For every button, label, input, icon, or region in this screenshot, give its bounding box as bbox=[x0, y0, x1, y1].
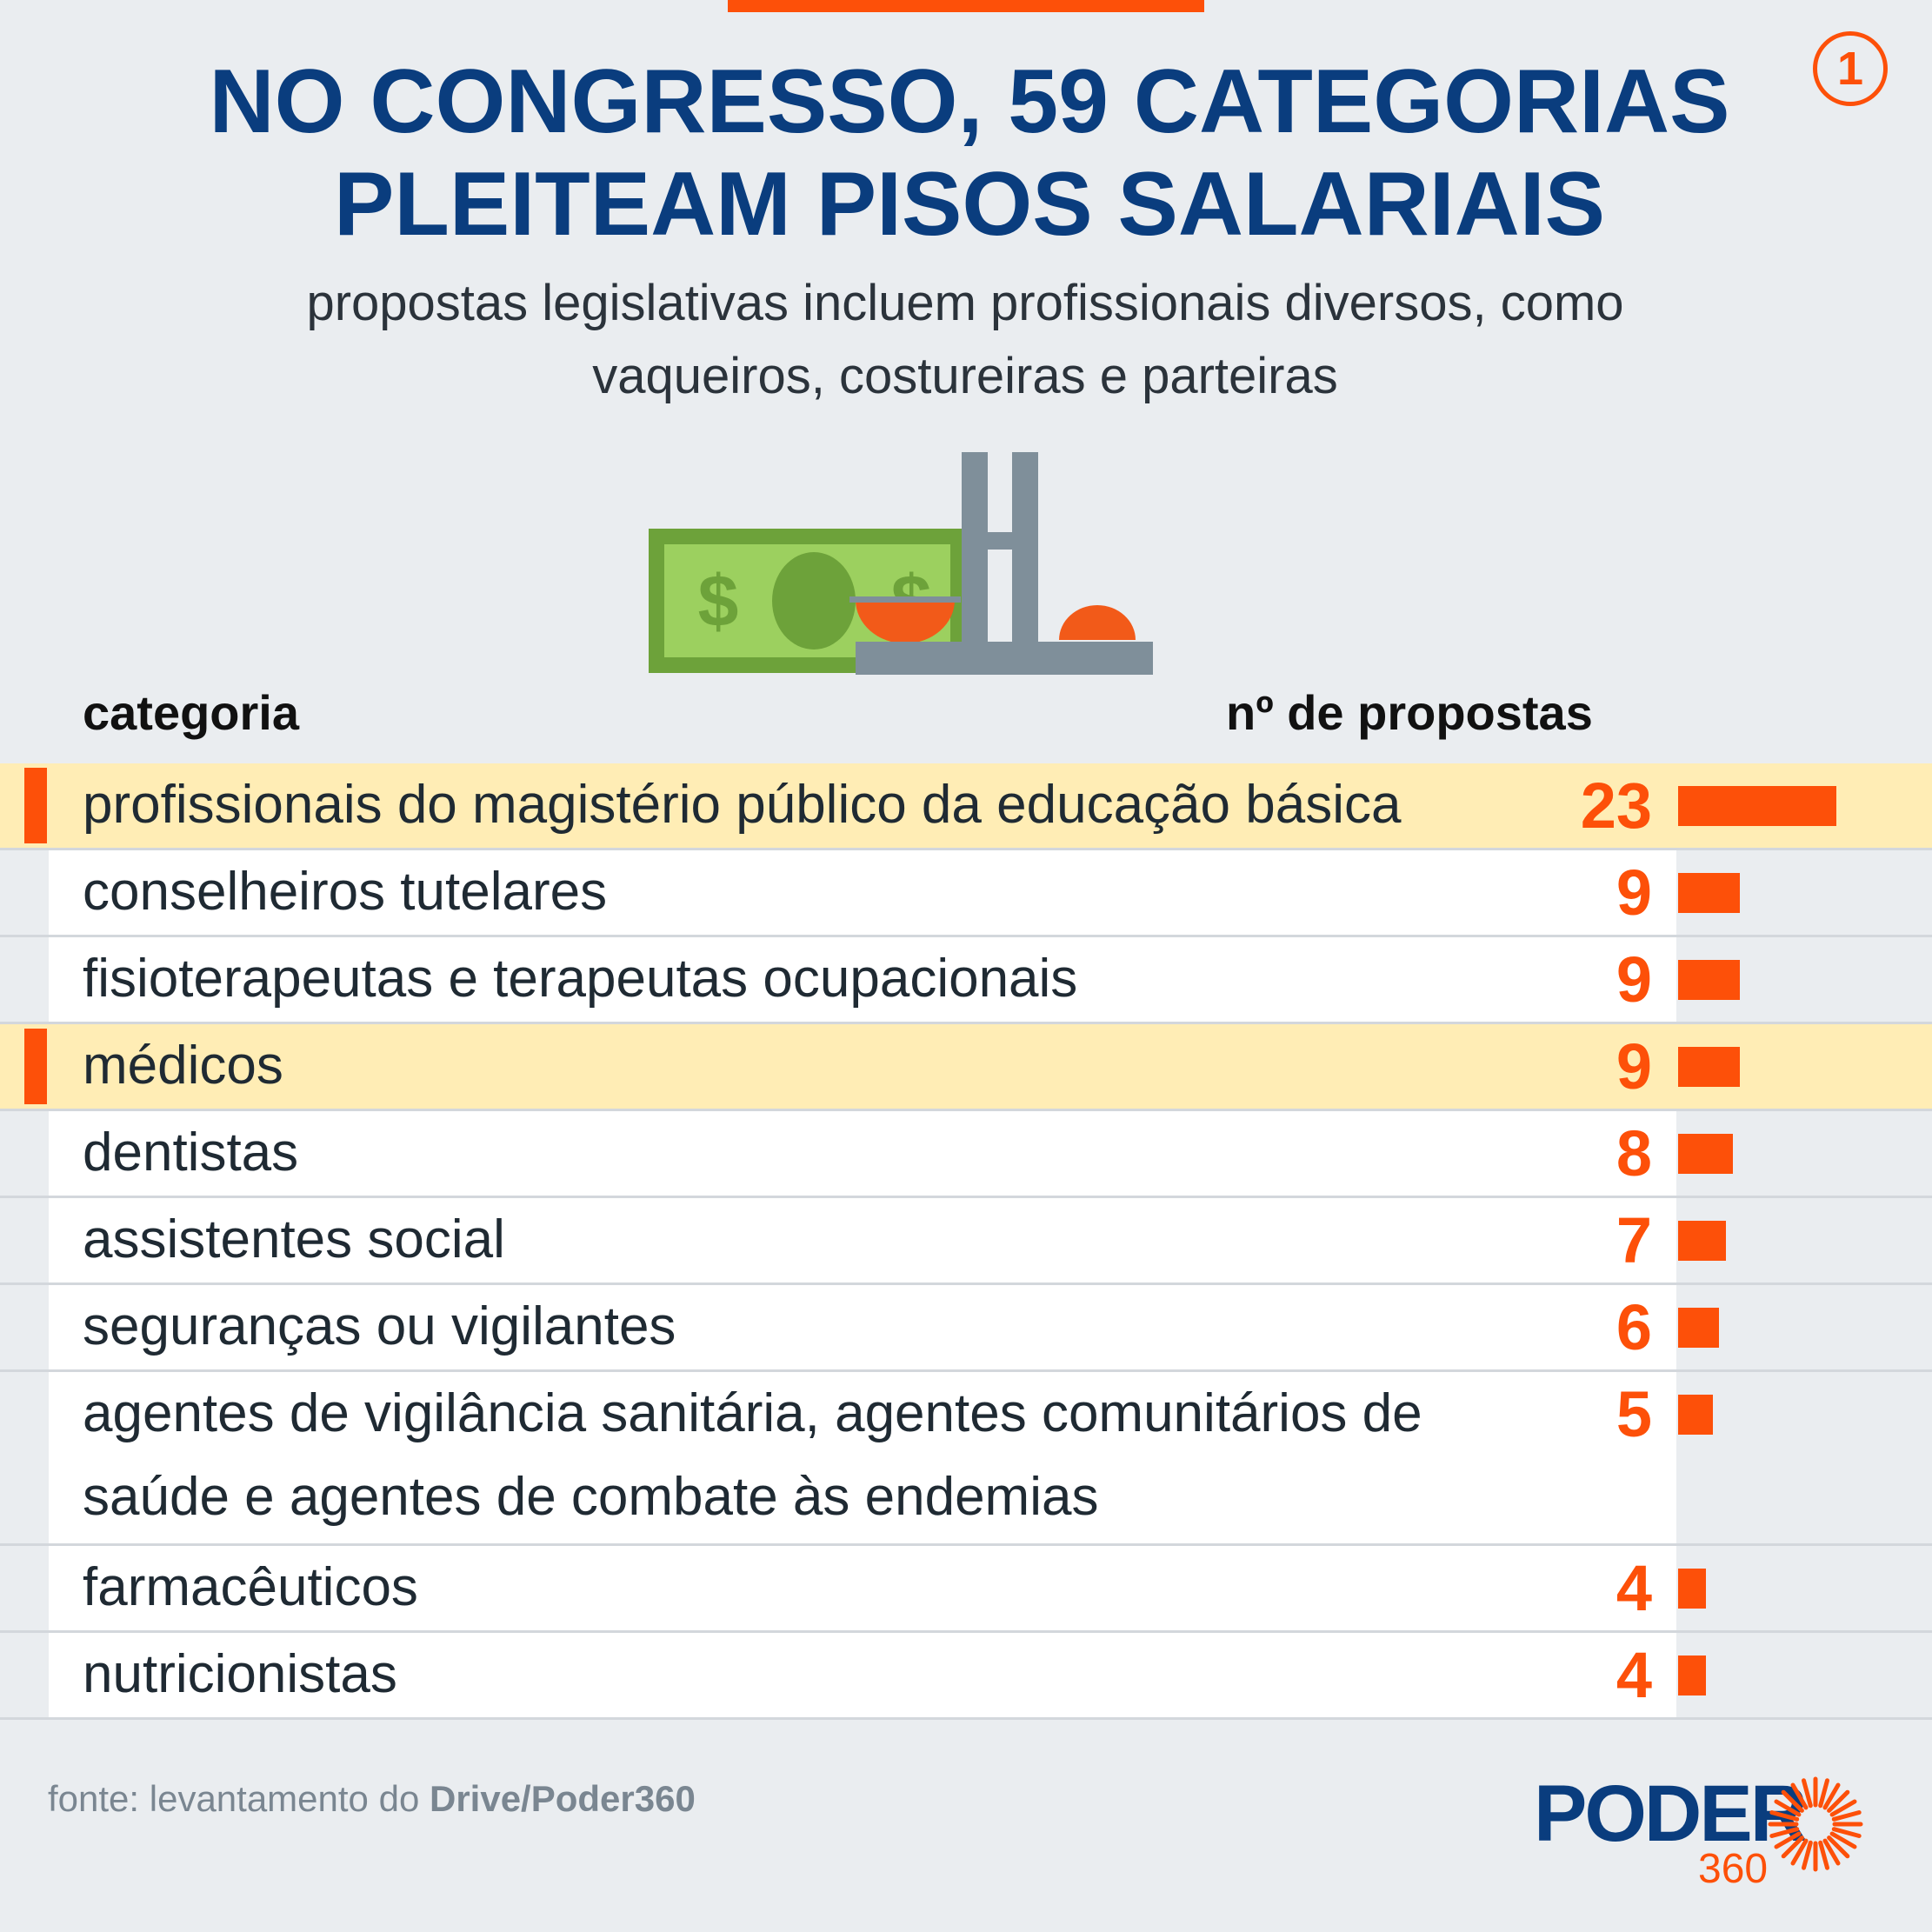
bar bbox=[1678, 1221, 1726, 1261]
value-label: 9 bbox=[1616, 856, 1652, 929]
row-background bbox=[49, 763, 1676, 848]
source-credit: Drive/Poder360 bbox=[429, 1778, 696, 1819]
table-row: seguranças ou vigilantes 6 bbox=[0, 1285, 1932, 1372]
value-label: 9 bbox=[1616, 943, 1652, 1016]
source-note: fonte: levantamento do Drive/Poder360 bbox=[48, 1778, 696, 1820]
sun-ray bbox=[1829, 1799, 1857, 1817]
category-label: médicos bbox=[83, 1036, 283, 1096]
top-accent-bar bbox=[728, 0, 1204, 12]
bar bbox=[1678, 873, 1740, 913]
sun-ray bbox=[1827, 1789, 1850, 1813]
row-background bbox=[49, 1111, 1676, 1196]
logo-number: 360 bbox=[1698, 1846, 1769, 1892]
column-header-proposals: nº de propostas bbox=[1226, 685, 1593, 740]
sun-ray bbox=[1790, 1838, 1809, 1866]
sun-ray bbox=[1818, 1840, 1829, 1870]
sun-ray bbox=[1802, 1778, 1813, 1809]
value-label: 8 bbox=[1616, 1117, 1652, 1189]
table-row: assistentes social 7 bbox=[0, 1198, 1932, 1285]
row-background bbox=[49, 937, 1676, 1022]
sun-ray bbox=[1774, 1831, 1802, 1849]
sun-ray bbox=[1781, 1835, 1804, 1859]
title-line-2: PLEITEAM PISOS SALARIAIS bbox=[334, 154, 1605, 255]
value-label: 4 bbox=[1616, 1639, 1652, 1711]
bar bbox=[1678, 1395, 1713, 1435]
sun-ray bbox=[1831, 1810, 1862, 1822]
bar bbox=[1678, 1134, 1733, 1174]
table-row: dentistas 8 bbox=[0, 1111, 1932, 1198]
value-label: 4 bbox=[1616, 1552, 1652, 1624]
page-subtitle: propostas legislativas incluem profissio… bbox=[130, 267, 1800, 413]
poder360-logo: PODER 360 bbox=[1530, 1765, 1895, 1895]
table-row: nutricionistas 4 bbox=[0, 1633, 1932, 1720]
table-row: agentes de vigilância sanitária, agentes… bbox=[0, 1372, 1932, 1546]
subtitle-line-1: propostas legislativas incluem profissio… bbox=[306, 275, 1624, 331]
sun-ray bbox=[1769, 1810, 1800, 1822]
sun-rays-icon bbox=[1768, 1776, 1863, 1872]
sun-ray bbox=[1818, 1778, 1829, 1809]
category-label: farmacêuticos bbox=[83, 1557, 418, 1617]
row-background bbox=[49, 1285, 1676, 1369]
category-label: seguranças ou vigilantes bbox=[83, 1296, 676, 1356]
value-label: 5 bbox=[1616, 1378, 1652, 1450]
row-background bbox=[49, 850, 1676, 935]
table-row: profissionais do magistério público da e… bbox=[0, 763, 1932, 850]
sun-ray bbox=[1827, 1835, 1850, 1859]
svg-text:$: $ bbox=[698, 560, 739, 642]
value-label: 23 bbox=[1580, 769, 1652, 842]
congress-building-icon bbox=[849, 452, 1153, 675]
column-header-category: categoria bbox=[83, 685, 299, 740]
table-row: conselheiros tutelares 9 bbox=[0, 850, 1932, 937]
table-row: médicos 9 bbox=[0, 1024, 1932, 1111]
row-background bbox=[49, 1633, 1676, 1717]
category-label: assistentes social bbox=[83, 1209, 505, 1269]
value-label: 7 bbox=[1616, 1204, 1652, 1276]
sun-ray bbox=[1790, 1782, 1809, 1810]
category-label: dentistas bbox=[83, 1123, 299, 1183]
sun-ray bbox=[1769, 1827, 1800, 1838]
title-line-1: NO CONGRESSO, 59 CATEGORIAS bbox=[209, 51, 1730, 152]
category-label: conselheiros tutelares bbox=[83, 862, 608, 922]
bar bbox=[1678, 1047, 1740, 1087]
category-label: profissionais do magistério público da e… bbox=[83, 775, 1402, 835]
sun-ray bbox=[1831, 1827, 1862, 1838]
page-number-badge: 1 bbox=[1813, 31, 1888, 106]
category-label: agentes de vigilância sanitária, agentes… bbox=[83, 1383, 1422, 1527]
sun-ray bbox=[1802, 1840, 1813, 1870]
page-title: NO CONGRESSO, 59 CATEGORIAS PLEITEAM PIS… bbox=[104, 50, 1835, 256]
bar bbox=[1678, 960, 1740, 1000]
row-background bbox=[49, 1372, 1676, 1543]
table-row: fisioterapeutas e terapeutas ocupacionai… bbox=[0, 937, 1932, 1024]
source-prefix: fonte: levantamento do bbox=[48, 1778, 430, 1819]
sun-ray bbox=[1829, 1831, 1857, 1849]
highlight-marker bbox=[24, 768, 47, 843]
value-label: 6 bbox=[1616, 1291, 1652, 1363]
row-background bbox=[49, 1024, 1676, 1109]
sun-ray bbox=[1822, 1782, 1841, 1810]
sun-ray bbox=[1774, 1799, 1802, 1817]
value-label: 9 bbox=[1616, 1030, 1652, 1103]
highlight-marker bbox=[24, 1029, 47, 1104]
money-congress-illustration: $ $ bbox=[649, 452, 1153, 675]
bar bbox=[1678, 1569, 1706, 1609]
bar bbox=[1678, 1308, 1719, 1348]
subtitle-line-2: vaqueiros, costureiras e parteiras bbox=[592, 348, 1338, 404]
table-row: farmacêuticos 4 bbox=[0, 1546, 1932, 1633]
sun-ray bbox=[1822, 1838, 1841, 1866]
row-background bbox=[49, 1198, 1676, 1282]
bar bbox=[1678, 1656, 1706, 1695]
category-label: nutricionistas bbox=[83, 1644, 397, 1704]
category-label: fisioterapeutas e terapeutas ocupacionai… bbox=[83, 949, 1078, 1009]
sun-ray bbox=[1781, 1789, 1804, 1813]
logo-word: PODER bbox=[1534, 1769, 1808, 1858]
row-background bbox=[49, 1546, 1676, 1630]
bar bbox=[1678, 786, 1836, 826]
